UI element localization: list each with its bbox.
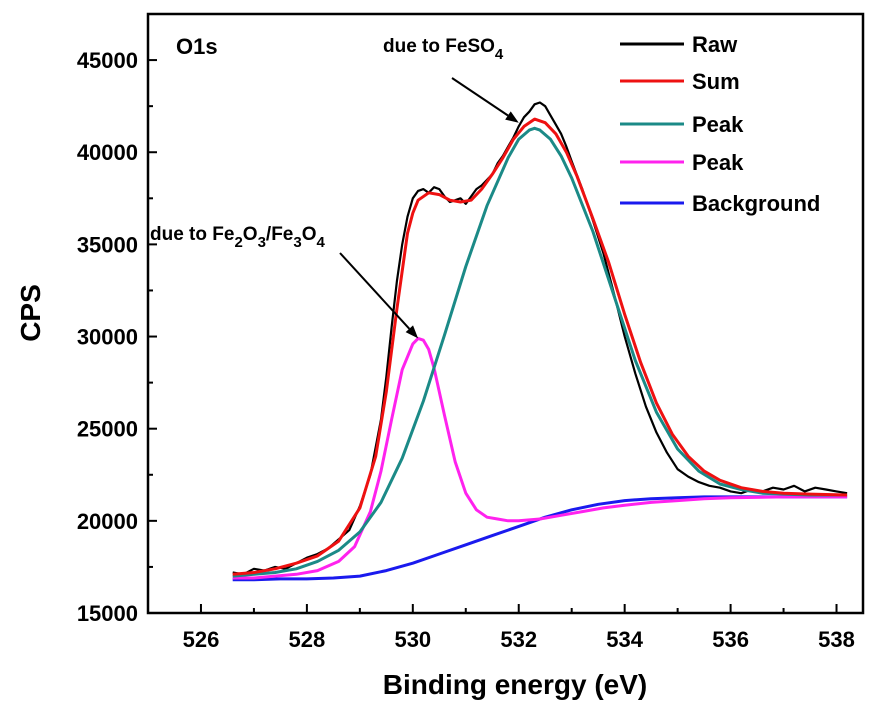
series-line-peak-2 xyxy=(232,126,848,578)
x-tick-label: 528 xyxy=(289,627,326,652)
series-layer xyxy=(232,101,848,582)
y-axis-title: CPS xyxy=(15,284,46,342)
annotation-feso4-arrowhead xyxy=(505,111,519,123)
y-tick-label: 40000 xyxy=(77,140,138,165)
y-tick-label: 15000 xyxy=(77,601,138,626)
legend-label-peak-2: Peak xyxy=(692,150,744,175)
y-tick-label: 35000 xyxy=(77,232,138,257)
annotation-fe2o3-fe3o4: due to Fe2O3/Fe3O4 xyxy=(150,224,419,339)
legend-label-raw: Raw xyxy=(692,32,738,57)
series-line-peak-3 xyxy=(232,336,848,580)
legend-label-peak-1: Peak xyxy=(692,112,744,137)
legend-label-sum: Sum xyxy=(692,69,740,94)
annotation-feso4: due to FeSO4 xyxy=(383,36,519,123)
panel-label: O1s xyxy=(176,34,218,59)
annotation-feso4-arrow xyxy=(451,77,509,117)
annotation-fe2o3-arrowhead xyxy=(405,325,419,339)
y-axis-ticks: 15000 20000 25000 30000 35000 40000 45000 xyxy=(77,48,157,626)
x-tick-label: 526 xyxy=(183,627,220,652)
x-tick-label: 534 xyxy=(606,627,643,652)
annotation-feso4-text: due to FeSO4 xyxy=(383,36,504,63)
x-tick-label: 538 xyxy=(818,627,855,652)
y-tick-label: 25000 xyxy=(77,417,138,442)
x-axis-title: Binding energy (eV) xyxy=(383,669,647,700)
x-tick-label: 532 xyxy=(500,627,537,652)
x-axis-ticks: 526 528 530 532 534 536 538 xyxy=(147,604,855,652)
plot-frame xyxy=(146,12,865,615)
series-line-sum-1 xyxy=(232,117,848,576)
annotation-fe2o3-arrow xyxy=(339,252,411,330)
legend-label-background: Background xyxy=(692,191,820,216)
x-tick-label: 536 xyxy=(712,627,749,652)
y-tick-label: 45000 xyxy=(77,48,138,73)
y-tick-label: 20000 xyxy=(77,509,138,534)
y-tick-label: 30000 xyxy=(77,325,138,350)
annotation-fe2o3-text: due to Fe2O3/Fe3O4 xyxy=(150,224,326,251)
series-line-raw-0 xyxy=(232,101,848,576)
x-tick-label: 530 xyxy=(394,627,431,652)
legend: Raw Sum Peak Peak Background xyxy=(620,32,820,216)
